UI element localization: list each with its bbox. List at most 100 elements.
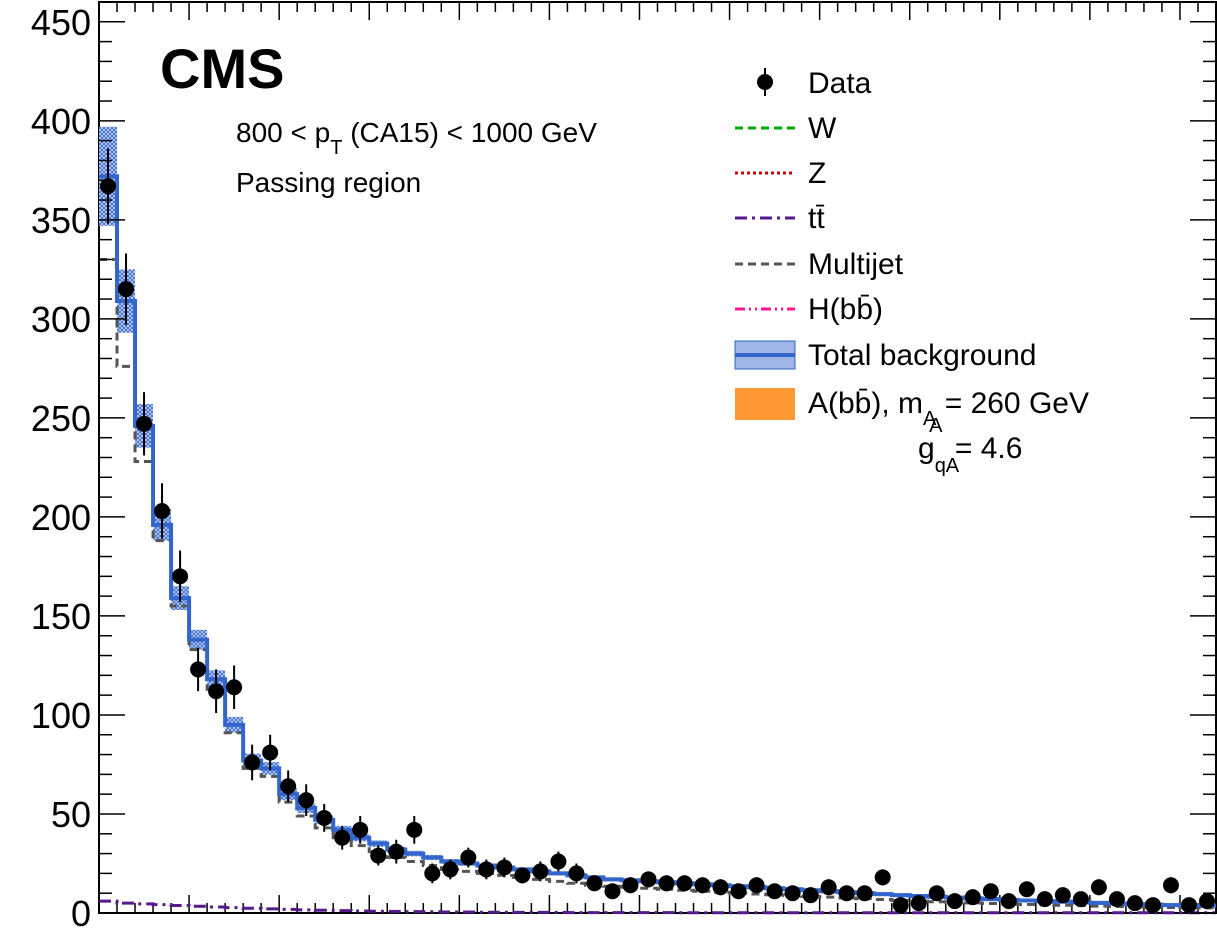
data-point [334, 829, 351, 846]
data-point [496, 859, 513, 876]
legend-label-signal: A(bb̄), mA = 260 GeV [808, 387, 1089, 430]
legend-entry-total-background: Total background [734, 339, 1037, 372]
data-point [280, 778, 297, 795]
legend-coupling-symbol: g [918, 432, 935, 465]
data-point [730, 883, 747, 900]
legend-entry-data: Data [757, 67, 872, 100]
legend-coupling-sub: qA [935, 455, 960, 477]
ttbar-line [99, 899, 1216, 915]
data-point [838, 885, 855, 902]
pt-range-annotation: 800 < pT (CA15) < 1000 GeV [236, 117, 597, 159]
data-point [658, 875, 675, 892]
data-point [190, 661, 207, 678]
legend-entry-multijet: Multijet [735, 248, 904, 281]
data-point [118, 281, 135, 298]
data-point [1144, 897, 1161, 914]
region-annotation: Passing region [236, 167, 421, 198]
data-point [478, 861, 495, 878]
data-point [136, 415, 153, 432]
data-point [910, 895, 927, 912]
data-point [1162, 877, 1179, 894]
data-point [100, 178, 117, 195]
legend-label-signal-coupling: gqA A = 4.6 [918, 415, 1022, 477]
data-point [640, 871, 657, 888]
data-point [586, 875, 603, 892]
data-point [856, 885, 873, 902]
data-point [550, 853, 567, 870]
data-point [262, 744, 279, 761]
data-point [244, 754, 261, 771]
data-point [532, 863, 549, 880]
data-point [1018, 881, 1035, 898]
data-point [424, 865, 441, 882]
y-axis-ticks: 0 50 100 150 200 250 300 350 400 450 [31, 1, 1216, 929]
data-point [370, 847, 387, 864]
y-tick-label: 0 [71, 893, 91, 929]
data-point [154, 502, 171, 519]
data-point [1090, 879, 1107, 896]
legend-signal-name: A(bb̄), m [808, 387, 923, 420]
legend-label-z: Z [808, 157, 826, 190]
legend-signal-swatch [735, 388, 795, 420]
y-tick-label: 300 [31, 299, 91, 340]
data-point [766, 883, 783, 900]
y-tick-label: 200 [31, 497, 91, 538]
legend-label-ttbar: tt̄ [808, 202, 825, 235]
data-point [1108, 891, 1125, 908]
data-point [802, 887, 819, 904]
data-point [874, 869, 891, 886]
data-point [1072, 891, 1089, 908]
data-point [514, 867, 531, 884]
data-point [460, 849, 477, 866]
y-tick-label: 350 [31, 200, 91, 241]
legend-signal-sub: A [923, 408, 937, 430]
data-point [982, 883, 999, 900]
legend: Data W Z tt̄ Multijet H(bb̄) Total backg… [734, 67, 1089, 477]
data-point [964, 889, 981, 906]
experiment-label: CMS [160, 37, 284, 100]
data-point [316, 809, 333, 826]
y-tick-label: 50 [51, 794, 91, 835]
legend-label-w: W [808, 112, 837, 145]
multijet-line [99, 257, 1216, 910]
legend-entry-ttbar: tt̄ [735, 202, 825, 235]
y-tick-label: 400 [31, 101, 91, 142]
y-tick-label: 250 [31, 398, 91, 439]
data-point [226, 679, 243, 696]
data-point [622, 877, 639, 894]
total-background-line [99, 174, 1216, 908]
data-point [1000, 893, 1017, 910]
data-point [298, 792, 315, 809]
data-point [748, 877, 765, 894]
legend-label-total-background: Total background [808, 339, 1037, 372]
data-point [928, 885, 945, 902]
data-point [1036, 891, 1053, 908]
legend-entry-hbb: H(bb̄) [735, 293, 883, 326]
data-point [1126, 895, 1143, 912]
data-point [208, 683, 225, 700]
data-point [946, 893, 963, 910]
data-points [100, 148, 1215, 914]
legend-entry-signal: A(bb̄), mA = 260 GeV gqAA = 4.6 [735, 387, 1089, 477]
data-point [388, 843, 405, 860]
data-point [406, 821, 423, 838]
total-background-band [99, 126, 1216, 908]
legend-label-hbb: H(bb̄) [808, 293, 883, 326]
y-tick-label: 150 [31, 596, 91, 637]
legend-label-multijet: Multijet [808, 248, 904, 281]
legend-coupling-sup: A [929, 415, 943, 437]
y-tick-label: 450 [31, 2, 91, 43]
legend-data-marker [757, 74, 773, 90]
legend-signal-tail: = 260 GeV [936, 387, 1089, 420]
data-point [892, 897, 909, 914]
legend-entry-z: Z [735, 157, 826, 190]
y-tick-label: 100 [31, 695, 91, 736]
data-point [712, 879, 729, 896]
data-point [694, 877, 711, 894]
legend-entry-w: W [735, 112, 837, 145]
pt-annotation-prefix: 800 < p [236, 117, 330, 148]
data-point [1180, 897, 1197, 914]
pt-annotation-subscript: T [330, 137, 342, 159]
data-point [784, 885, 801, 902]
